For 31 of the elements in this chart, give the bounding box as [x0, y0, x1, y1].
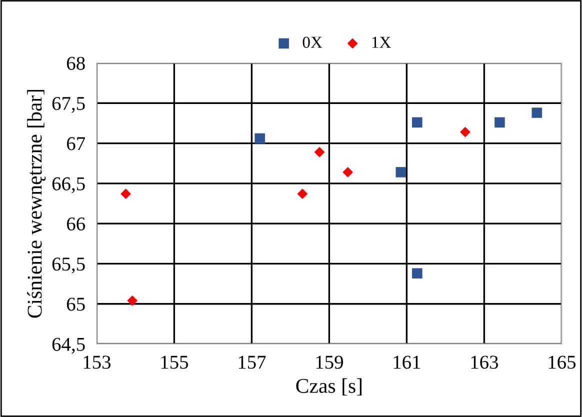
point — [297, 188, 308, 200]
x-axis-title: Czas [s] — [296, 378, 362, 396]
point — [127, 295, 138, 306]
x-tick-label: 155 — [161, 356, 188, 369]
y-tick-label: 64,5 — [52, 338, 85, 354]
y-tick-label: 65,5 — [52, 258, 85, 274]
point — [532, 108, 542, 118]
point — [494, 117, 505, 128]
point — [396, 167, 406, 178]
y-tick-label: 67 — [66, 137, 86, 150]
y-tick-label: 65 — [66, 298, 85, 311]
point — [460, 126, 470, 138]
point — [412, 117, 422, 128]
point — [342, 166, 353, 178]
x-tick-label: 157 — [238, 356, 266, 369]
point — [120, 188, 131, 200]
x-tick-label: 159 — [316, 356, 343, 369]
point — [412, 268, 422, 278]
y-tick-label: 66,5 — [52, 177, 85, 194]
y-tick-label: 66 — [66, 217, 86, 231]
y-tick-label: 67,5 — [52, 97, 85, 113]
point — [314, 146, 325, 158]
y-axis-title: Ciśnienie wewnętrzne [bar] — [27, 90, 46, 318]
x-tick-label: 161 — [394, 356, 420, 369]
legend-label: 1X — [372, 36, 391, 48]
legend-label: 0X — [302, 36, 322, 48]
point — [254, 133, 265, 144]
y-tick-label: 68 — [66, 56, 85, 70]
x-tick-label: 153 — [84, 356, 111, 369]
x-tick-label: 163 — [471, 356, 498, 369]
x-tick-label: 165 — [548, 356, 576, 369]
